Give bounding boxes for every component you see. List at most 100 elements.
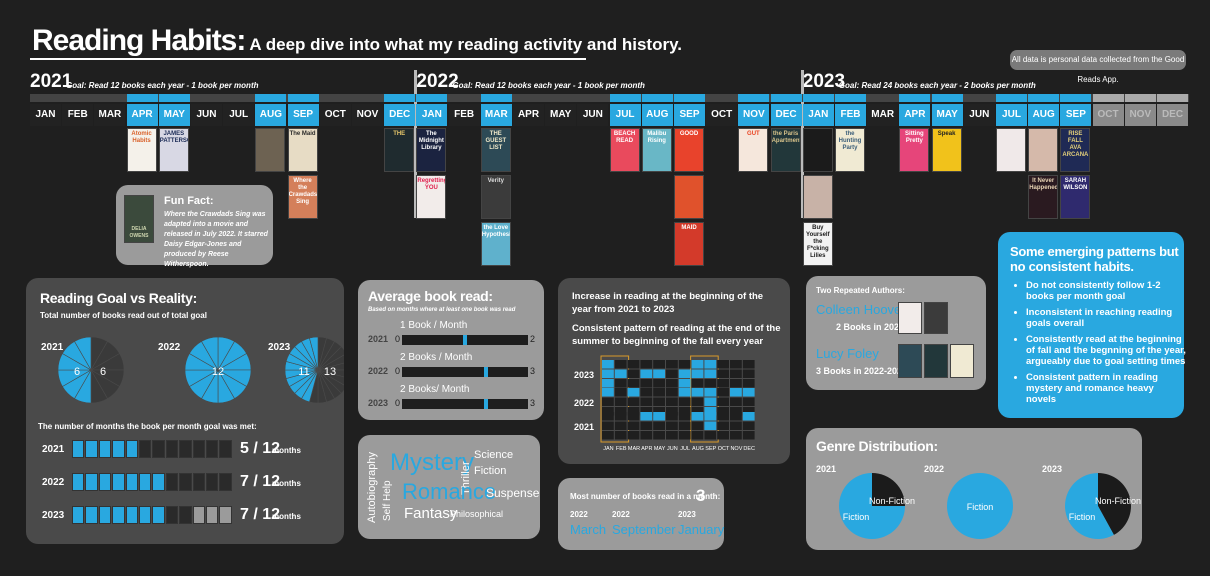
most-books-value: 3 xyxy=(696,486,706,505)
heatmap-year-label: 2022 xyxy=(574,398,594,408)
genre-pie-2022: 2022 Fiction xyxy=(924,464,1013,539)
months-row-year: 2022 xyxy=(42,477,65,488)
book-cover: the Hunting Party xyxy=(835,128,865,172)
heatmap-cell xyxy=(704,379,717,388)
goal-pie-read: 11 xyxy=(298,366,309,378)
months-row-label: 7 / 12 xyxy=(240,473,281,490)
book-cover: Malibu Rising xyxy=(641,128,672,172)
year-goal: Goal: Read 12 books each year - 1 book p… xyxy=(452,81,645,90)
heatmap-cell xyxy=(742,407,755,416)
months-goal-title: The number of months the book per month … xyxy=(38,422,257,431)
average-row-min: 0 xyxy=(395,366,401,376)
genre-slice-fiction xyxy=(947,473,1013,539)
author-name-2: Lucy Foley xyxy=(816,346,879,361)
heatmap-cell xyxy=(627,407,640,416)
heatmap-cell xyxy=(704,369,717,378)
months-row-year: 2021 xyxy=(42,444,65,455)
months-row-year: 2023 xyxy=(42,510,65,521)
heatmap-cell xyxy=(730,388,742,397)
months-row-segment xyxy=(192,473,205,491)
month-dec: DEC xyxy=(384,104,416,126)
heatmap-chart: 2023 2022 2021 JAN FEB MAR APR MAY JUN JUL AUG SEP O… xyxy=(574,355,755,452)
book-cover: Speak xyxy=(931,128,962,172)
heatmap-cell xyxy=(627,421,640,430)
months-row-segment xyxy=(192,506,205,524)
months-row-segment xyxy=(125,506,138,524)
word-fiction: Fiction xyxy=(474,465,507,477)
heatmap-cell xyxy=(614,431,627,440)
heatmap-cell xyxy=(627,431,640,440)
genre-wordcloud: Autobiography Self Help Mystery Thriller… xyxy=(358,435,540,539)
goal-pie-slice xyxy=(317,346,344,371)
genre-label-fiction: Fiction xyxy=(967,502,994,512)
heatmap-cell xyxy=(602,407,614,416)
average-row-label: 2 Books/ Month xyxy=(400,384,470,395)
months-row-segment xyxy=(139,440,152,458)
month-marker xyxy=(899,94,931,102)
heatmap-cell xyxy=(678,388,691,397)
months-row-unit: months xyxy=(272,446,301,455)
heatmap-cell xyxy=(678,369,691,378)
months-row-unit: months xyxy=(272,479,301,488)
heatmap-month-label: APR xyxy=(641,446,652,452)
book-cover: The Maid xyxy=(287,128,318,172)
heatmap-cell xyxy=(666,360,678,369)
heatmap-cell xyxy=(627,412,640,421)
heatmap-cell xyxy=(666,379,678,388)
months-row-segment xyxy=(98,440,112,458)
heatmap-month-label: NOV xyxy=(730,446,742,452)
heatmap-cell xyxy=(627,388,640,397)
average-subtitle: Based on months where at least one book … xyxy=(368,307,516,313)
heatmap-cell xyxy=(666,421,678,430)
heatmap-cell xyxy=(691,412,704,421)
word-suspense: Suspense xyxy=(486,486,540,500)
heatmap-cell xyxy=(653,407,665,416)
book-cover: Buy Yourself the F*cking Lilies xyxy=(802,222,833,266)
year-label: 2021 xyxy=(30,71,73,92)
heatmap-month-label: DEC xyxy=(743,446,755,452)
goal-pie-year: 2021 xyxy=(41,342,64,353)
heatmap-text-1: Increase in reading at the beginning of … xyxy=(572,291,764,315)
heatmap-month-label: MAR xyxy=(628,446,640,452)
month-may: MAY xyxy=(158,104,190,126)
heatmap-cell xyxy=(717,397,729,406)
heatmap-cell xyxy=(730,412,742,421)
months-row-segment xyxy=(112,473,125,491)
month-marker xyxy=(770,94,802,102)
goal-pie-slice xyxy=(74,336,92,372)
book-cover: The Midnight Library xyxy=(416,128,447,172)
book-cover xyxy=(996,128,1026,172)
book-cover xyxy=(1028,128,1059,172)
heatmap-cell xyxy=(730,421,742,430)
book-cover: RISE FALL AVA ARCANA xyxy=(1060,128,1091,172)
goal-panel: Reading Goal vs Reality: Total number of… xyxy=(26,278,344,544)
heatmap-cell xyxy=(704,407,717,416)
months-row-segment xyxy=(72,440,85,458)
months-row-segment xyxy=(219,506,232,524)
heatmap-cell xyxy=(717,412,729,421)
year-label: 2022 xyxy=(416,71,459,92)
month-may: MAY xyxy=(545,104,577,126)
genre-slice-nonfiction xyxy=(1098,473,1131,535)
heatmap-cell xyxy=(742,431,755,440)
heatmap-cell xyxy=(717,388,729,397)
book-cover: the Love Hypothesis xyxy=(480,222,511,266)
months-row-segment xyxy=(206,473,219,491)
genre-pie-year: 2022 xyxy=(924,464,944,474)
months-row-segment xyxy=(165,506,179,524)
book-cover: Sitting Pretty xyxy=(899,128,930,172)
heatmap-cell xyxy=(742,360,755,369)
heatmap-cell xyxy=(666,407,678,416)
average-row-year: 2023 xyxy=(368,398,389,408)
heatmap-cell xyxy=(602,412,614,421)
heatmap-cell xyxy=(717,379,729,388)
average-row-marker xyxy=(484,399,488,409)
heatmap-cell xyxy=(678,421,691,430)
month-jan: JAN xyxy=(30,104,61,126)
pattern-item: Consistent pattern in reading mystery an… xyxy=(1026,372,1186,405)
goal-pie-slice xyxy=(317,362,344,371)
heatmap-cell xyxy=(730,360,742,369)
heatmap-month-label: OCT xyxy=(718,446,730,452)
book-cover: THE GUEST LIST xyxy=(480,128,511,172)
month-marker xyxy=(158,94,190,102)
